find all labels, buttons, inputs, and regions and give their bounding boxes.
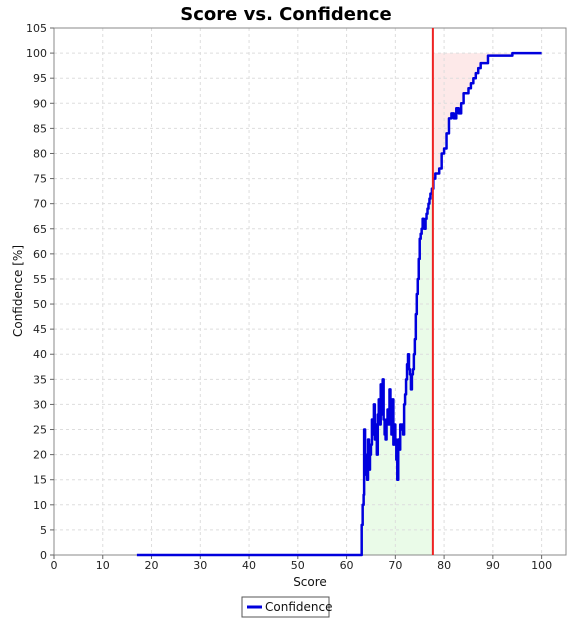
y-tick-label: 45: [33, 323, 47, 336]
y-axis-title: Confidence [%]: [11, 245, 25, 337]
x-tick-label: 60: [340, 559, 354, 572]
x-tick-label: 70: [388, 559, 402, 572]
x-tick-label: 100: [531, 559, 552, 572]
series-line-confidence: [136, 51, 542, 557]
y-tick-label: 65: [33, 223, 47, 236]
y-tick-label: 30: [33, 398, 47, 411]
y-tick-label: 20: [33, 449, 47, 462]
y-tick-label: 70: [33, 198, 47, 211]
y-tick-label: 75: [33, 173, 47, 186]
y-tick-label: 40: [33, 348, 47, 361]
y-tick-label: 50: [33, 298, 47, 311]
y-tick-label: 100: [26, 47, 47, 60]
x-tick-label: 10: [96, 559, 110, 572]
y-tick-label: 85: [33, 122, 47, 135]
x-tick-label: 30: [193, 559, 207, 572]
y-tick-label: 95: [33, 72, 47, 85]
above-threshold-area: [432, 53, 542, 182]
legend-label-confidence: Confidence: [265, 600, 332, 614]
y-tick-label: 0: [40, 549, 47, 562]
series-layer: [136, 51, 542, 557]
x-tick-label: 80: [437, 559, 451, 572]
y-tick-label: 90: [33, 97, 47, 110]
legend-box: [241, 596, 330, 618]
legend: Confidence: [241, 596, 332, 618]
below-threshold-area: [136, 181, 433, 555]
y-tick-label: 10: [33, 499, 47, 512]
y-tick-label: 5: [40, 524, 47, 537]
x-tick-label: 50: [291, 559, 305, 572]
y-tick-label: 60: [33, 248, 47, 261]
y-tick-label: 25: [33, 424, 47, 437]
y-axis: 0 5 10 15 20 25 30 35 40 45 50 55 60 65 70 75 80 85 90 95 10…: [26, 22, 54, 562]
y-tick-label: 55: [33, 273, 47, 286]
y-tick-label: 80: [33, 147, 47, 160]
x-tick-label: 20: [145, 559, 159, 572]
y-tick-label: 15: [33, 474, 47, 487]
x-tick-label: 90: [486, 559, 500, 572]
x-tick-label: 0: [51, 559, 58, 572]
chart-title: Score vs. Confidence: [180, 4, 391, 25]
x-axis: 0 10 20 30 40 50 60 70 80 90 100: [51, 555, 552, 572]
threshold-regions: [136, 53, 542, 555]
x-axis-title: Score: [293, 575, 327, 589]
gridlines: [53, 27, 566, 556]
plot-area: [53, 27, 567, 556]
y-tick-label: 105: [26, 22, 47, 35]
x-tick-label: 40: [242, 559, 256, 572]
y-tick-label: 35: [33, 373, 47, 386]
